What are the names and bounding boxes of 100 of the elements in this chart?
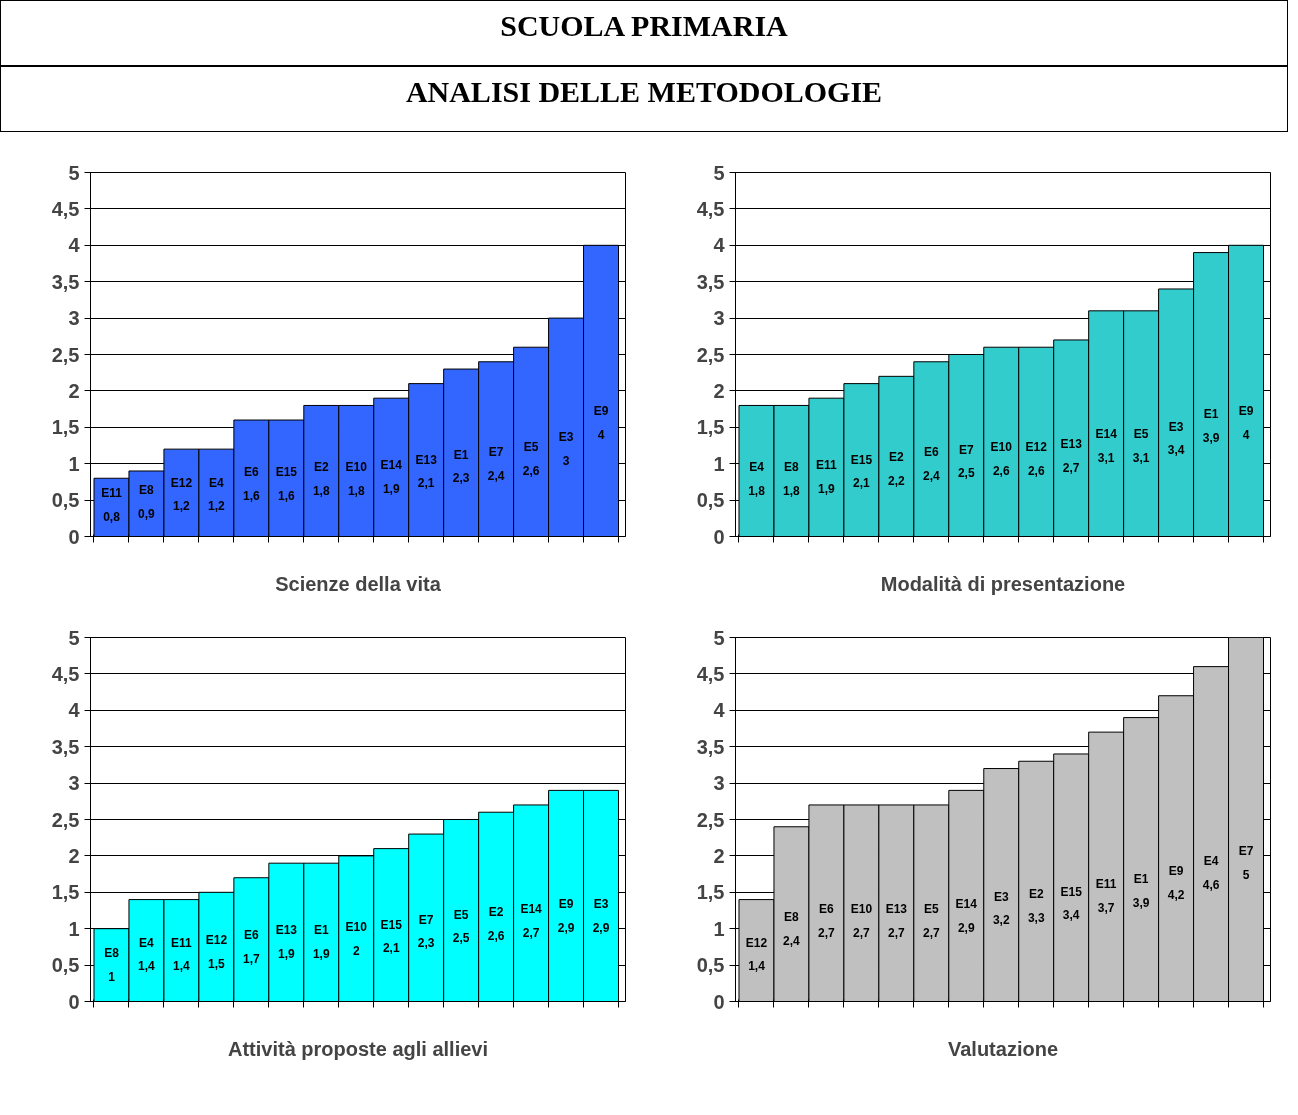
data-label: 3,3 [1027,910,1045,925]
y-tick-label: 2,5 [51,343,80,366]
data-label: 1,8 [748,484,766,499]
category-label: E4 [1203,854,1219,868]
data-label: 2,3 [452,471,470,486]
y-tick-label: 1 [68,917,80,940]
category-label: E9 [1238,404,1254,419]
data-label: 1,8 [347,484,365,499]
category-label: E1 [1203,406,1219,421]
data-label: 3,4 [1062,908,1080,923]
y-tick-label: 2 [713,379,725,402]
data-label: 0,9 [138,507,156,522]
category-label: E14 [955,897,977,912]
data-label: 2 [352,944,360,959]
data-label: 1,4 [138,959,156,974]
data-label: 2,1 [417,476,435,491]
data-label: 2,9 [957,921,975,936]
y-tick-label: 4,5 [696,197,725,220]
y-tick-label: 5 [68,626,80,649]
y-tick-label: 3 [68,307,80,330]
chart-title: SCUOLA PRIMARIA [500,8,788,44]
y-tick-label: 2 [713,844,725,867]
data-label: 1,4 [173,959,191,974]
category-label: E7 [958,442,974,457]
category-label: E13 [1060,437,1082,452]
data-label: 1,4 [748,959,766,974]
category-label: E12 [170,475,193,490]
category-label: E8 [784,910,799,925]
y-tick-label: 4 [713,234,726,257]
y-tick-label: 1,5 [696,416,725,439]
data-label: 2,5 [957,466,975,481]
category-label: E7 [1238,843,1254,858]
y-tick-label: 1,5 [696,881,725,904]
y-tick-label: 1 [68,452,80,475]
data-label: 0,8 [103,509,121,524]
y-tick-label: 1 [713,917,725,940]
category-label: E11 [1095,876,1117,891]
data-label: 2,6 [992,463,1010,478]
category-label: E13 [885,902,908,917]
y-tick-label: 0 [713,990,725,1013]
category-label: E9 [1168,864,1184,879]
data-label: 3,1 [1097,451,1115,466]
y-tick-label: 0,5 [51,489,80,512]
y-tick-label: 3,5 [696,270,725,293]
category-label: E3 [1168,419,1184,434]
y-tick-label: 0 [68,525,80,548]
data-label: 4,6 [1202,877,1220,892]
category-label: E7 [488,445,504,460]
y-tick-label: 3 [713,772,725,795]
data-label: 1,5 [208,956,226,971]
y-tick-label: 4,5 [51,197,80,220]
y-tick-label: 0,5 [51,954,80,977]
category-label: E11 [171,935,192,950]
data-label: 1,6 [243,489,261,504]
data-label: 3,9 [1132,895,1150,910]
y-tick-label: 5 [68,161,80,184]
y-tick-label: 5 [713,626,725,649]
y-tick-label: 2,5 [696,808,725,831]
data-label: 3,9 [1202,430,1220,445]
category-label: E4 [139,935,154,950]
y-tick-label: 4,5 [696,662,725,685]
category-label: E10 [345,920,367,935]
y-tick-label: 2,5 [696,343,725,366]
category-label: E5 [1133,427,1149,442]
data-label: 2,4 [783,933,801,948]
category-label: E15 [850,452,873,467]
category-label: E12 [745,935,768,950]
y-tick-label: 3,5 [51,735,80,758]
data-label: 1,9 [312,946,330,961]
data-label: 2,7 [888,926,906,941]
y-tick-label: 0,5 [696,489,725,512]
y-tick-label: 3,5 [51,270,80,293]
data-label: 2,9 [592,921,610,936]
category-label: E11 [101,485,122,500]
data-label: 1,9 [382,481,400,496]
category-label: E12 [205,932,228,947]
y-tick-label: 2 [68,379,80,402]
y-tick-label: 3,5 [696,735,725,758]
category-label: E15 [275,465,297,480]
data-label: 1 [108,969,116,984]
category-label: E6 [819,902,834,917]
data-label: 4,2 [1167,887,1185,902]
y-tick-label: 4,5 [51,662,80,685]
data-label: 5 [1242,867,1250,882]
data-label: 2,1 [853,476,871,491]
data-label: 2,4 [487,468,505,483]
data-label: 3 [562,453,570,468]
x-axis-title: Scienze della vita [275,572,442,595]
x-axis-title: Attività proposte agli allievi [227,1037,489,1060]
category-label: E1 [313,922,329,937]
y-tick-label: 4 [713,699,726,722]
category-label: E6 [923,445,939,460]
data-label: 1,7 [243,951,261,966]
category-label: E13 [275,922,297,937]
data-label: 3,4 [1167,443,1185,458]
category-label: E8 [139,483,154,498]
y-tick-label: 5 [713,161,725,184]
data-label: 2,2 [888,473,906,488]
category-label: E2 [488,904,504,919]
category-label: E14 [380,457,402,472]
